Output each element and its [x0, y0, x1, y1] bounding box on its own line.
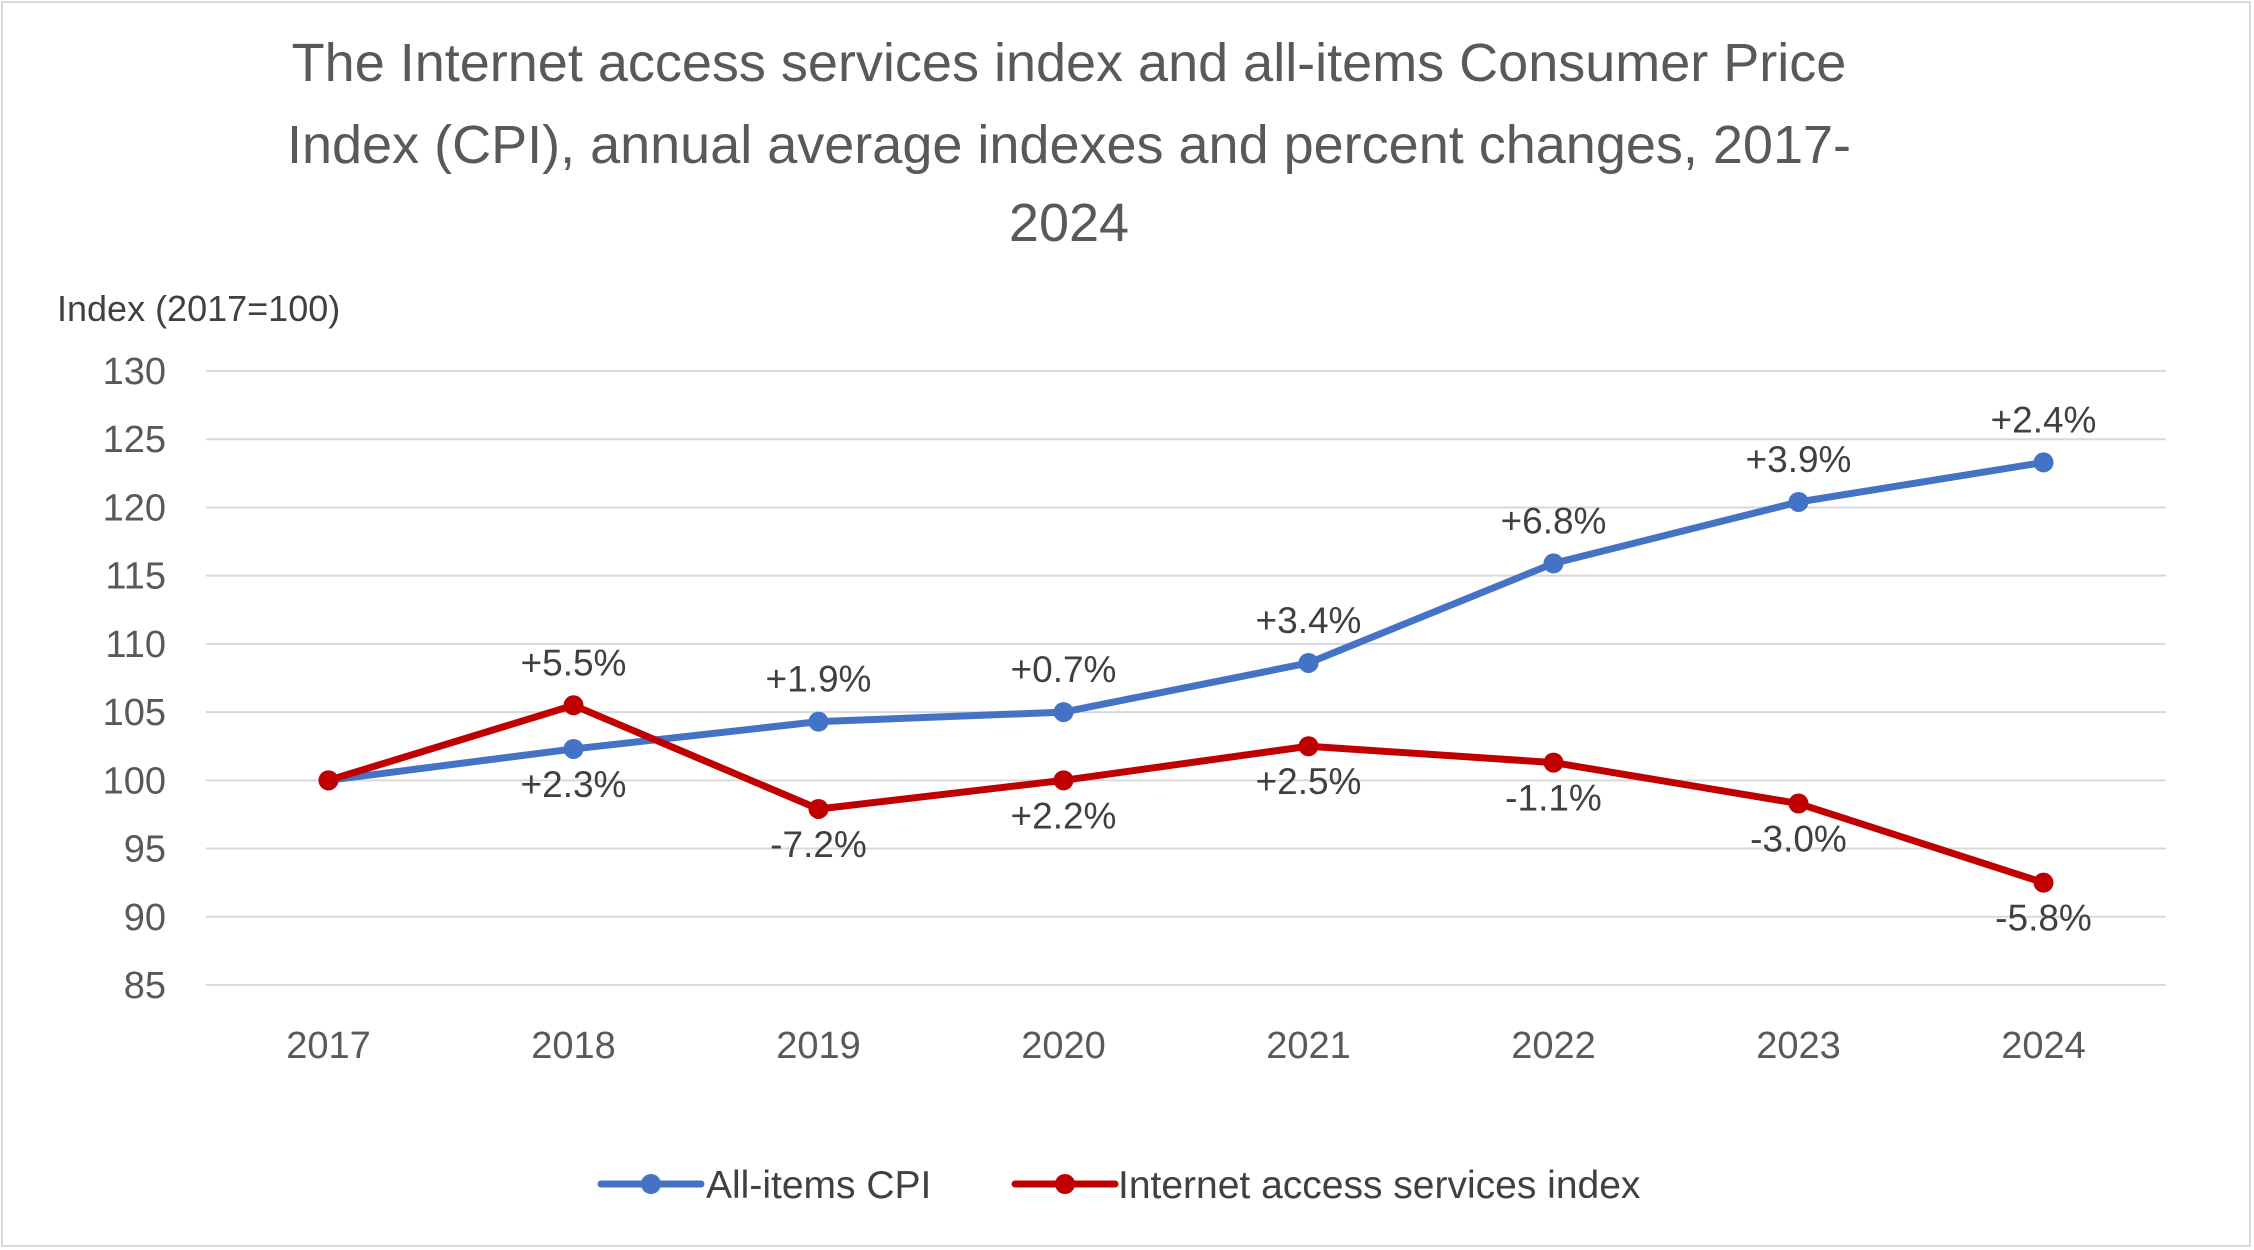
data-label: -5.8% [1995, 898, 2092, 939]
y-tick-label: 85 [124, 965, 166, 1007]
series-2-point [2033, 872, 2054, 893]
line-chart: The Internet access services index and a… [57, 33, 2166, 1207]
data-label: +2.4% [1991, 399, 2097, 440]
chart-title-line-2: Index (CPI), annual average indexes and … [287, 115, 1851, 175]
x-tick-label: 2021 [1266, 1025, 1351, 1067]
y-tick-label: 105 [103, 692, 166, 734]
legend-label-2: Internet access services index [1118, 1164, 1641, 1207]
series-2-point [1298, 736, 1319, 757]
y-tick-label: 95 [124, 829, 166, 871]
series-line-2 [325, 701, 2047, 887]
legend: All-items CPI Internet access services in… [597, 1164, 1641, 1207]
data-label: -7.2% [770, 824, 867, 865]
y-axis-label: Index (2017=100) [57, 288, 340, 329]
series-2-point [1053, 770, 1074, 791]
series-2-point [1788, 793, 1809, 814]
series-1-point [2033, 452, 2054, 473]
series-1-point [1298, 652, 1319, 673]
data-label: +6.8% [1501, 500, 1607, 541]
chart-title: The Internet access services index and a… [287, 33, 1851, 253]
x-tick-label: 2020 [1021, 1025, 1106, 1067]
y-tick-label: 115 [105, 556, 166, 598]
legend-marker-1 [641, 1174, 661, 1194]
y-tick-label: 110 [105, 624, 166, 666]
y-tick-label: 125 [103, 419, 166, 461]
x-tick-label: 2024 [2001, 1025, 2086, 1067]
series-lines [318, 452, 2054, 893]
data-label: +3.4% [1256, 600, 1362, 641]
data-label: -3.0% [1750, 819, 1847, 860]
chart-title-line-3: 2024 [1009, 193, 1129, 253]
data-label: +2.2% [1011, 795, 1117, 836]
data-labels: +2.3% +1.9% +0.7% +3.4% +6.8% +3.9% +2.4% +5.5%… [521, 399, 2097, 938]
data-label: +3.9% [1746, 439, 1852, 480]
x-tick-label: 2018 [531, 1025, 616, 1067]
series-1-point [1788, 491, 1809, 512]
y-tick-label: 90 [124, 897, 166, 939]
x-tick-label: 2023 [1756, 1025, 1841, 1067]
data-label: +2.5% [1256, 761, 1362, 802]
series-1-point [563, 738, 584, 759]
data-label: -1.1% [1505, 778, 1602, 819]
series-2-point [563, 695, 584, 716]
legend-label-1: All-items CPI [706, 1164, 931, 1207]
series-2-point [808, 798, 829, 819]
x-tick-label: 2019 [776, 1025, 861, 1067]
y-tick-label: 100 [103, 760, 166, 802]
series-line-1 [325, 458, 2047, 784]
chart-title-line-1: The Internet access services index and a… [292, 33, 1847, 93]
y-axis-ticks: 85 90 95 100 105 110 115 120 125 130 [103, 351, 166, 1007]
x-axis-ticks: 2017 2018 2019 2020 2021 2022 2023 2024 [286, 1025, 2086, 1067]
x-tick-label: 2017 [286, 1025, 371, 1067]
legend-marker-2 [1055, 1174, 1075, 1194]
series-1-point [1053, 702, 1074, 723]
y-tick-label: 120 [103, 487, 166, 529]
series-2-point [1543, 752, 1564, 773]
series-1-point [1543, 553, 1564, 574]
data-label: +0.7% [1011, 649, 1117, 690]
data-label: +5.5% [521, 642, 627, 683]
data-label: +2.3% [521, 764, 627, 805]
series-1-point [808, 711, 829, 732]
data-label: +1.9% [766, 659, 872, 700]
y-tick-label: 130 [103, 351, 166, 393]
gridlines [206, 370, 2166, 986]
x-tick-label: 2022 [1511, 1025, 1596, 1067]
series-2-point [318, 770, 339, 791]
